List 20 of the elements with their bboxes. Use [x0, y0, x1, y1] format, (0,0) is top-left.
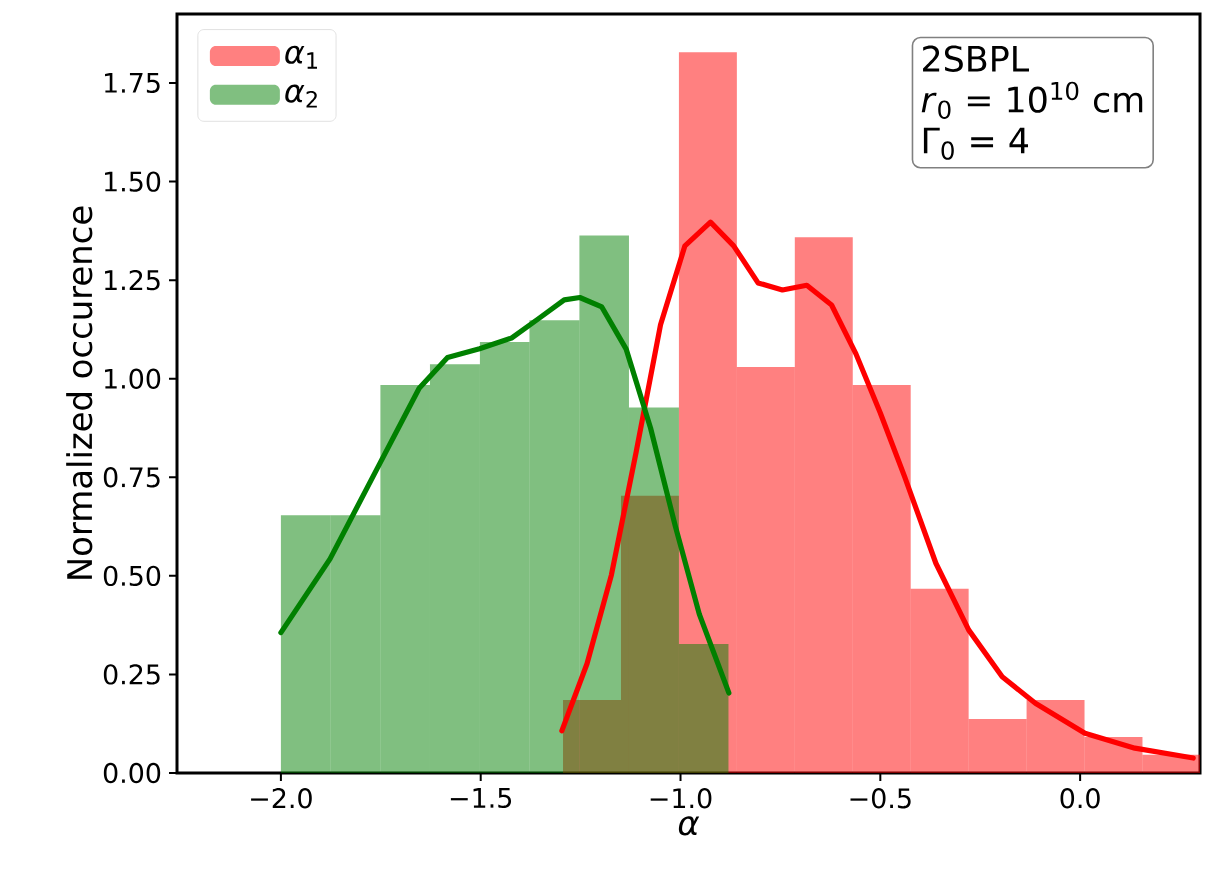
y-tick-label: 1.00 [105, 368, 161, 389]
x-tick-label: −2.0 [251, 788, 312, 809]
x-tick-label: 0.0 [1060, 788, 1100, 809]
annotation: Γ$_{0}$ = 4 [923, 127, 1029, 160]
x-tick-label: −1.0 [650, 788, 712, 809]
y-tick-label: 0.75 [103, 467, 160, 488]
y-tick-label: 1.25 [105, 269, 160, 291]
annotation: 2SBPL [923, 45, 1029, 72]
legend-label: α$_{1}$ [285, 45, 317, 69]
legend-label: α$_{2}$ [285, 84, 317, 108]
y-tick-label: 0.00 [103, 762, 161, 784]
annotation: r$_{0}$ = 10$^{10}$ cm [921, 81, 1143, 119]
x-tick-label: −1.5 [450, 788, 512, 809]
y-tick-label: 1.75 [105, 72, 160, 93]
x-tick-label: −0.5 [850, 788, 911, 809]
y-tick-label: 0.50 [103, 565, 161, 587]
x-axis-title: α [678, 816, 700, 836]
y-tick-label: 0.25 [103, 664, 160, 685]
y-axis-title: Normalized occurence [66, 206, 93, 579]
y-tick-label: 1.50 [105, 171, 161, 192]
